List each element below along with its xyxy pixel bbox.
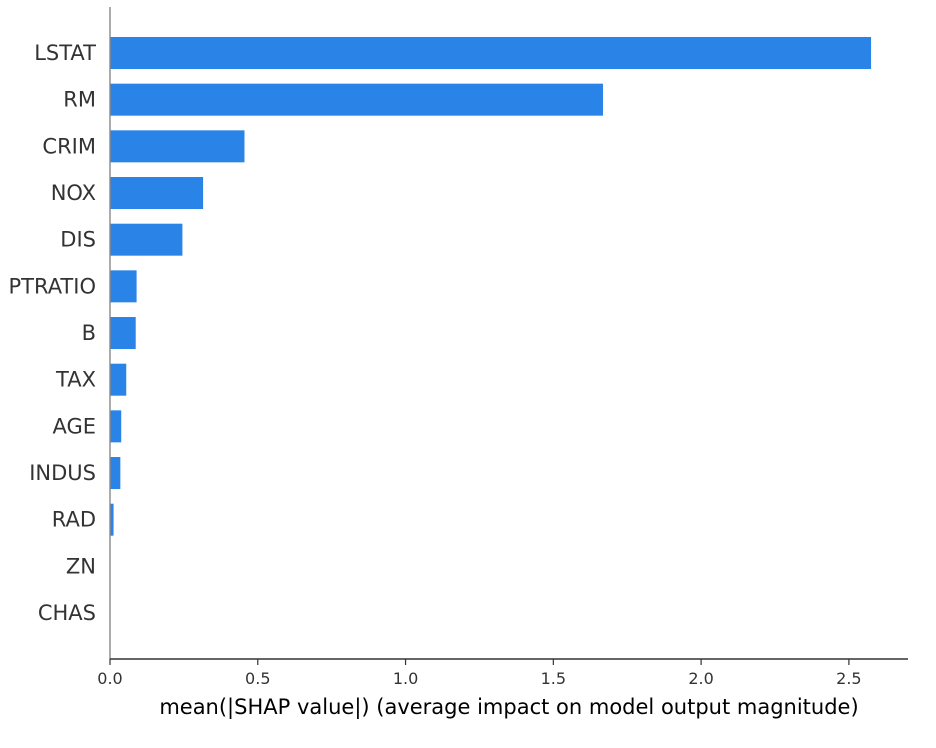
category-label-crim: CRIM [42, 134, 96, 158]
category-label-dis: DIS [60, 228, 96, 252]
bar-lstat [110, 37, 872, 69]
category-label-rad: RAD [52, 508, 96, 532]
bar-crim [110, 130, 245, 163]
bar-rm [110, 83, 603, 116]
bar-ptratio [110, 270, 137, 303]
category-label-zn: ZN [66, 554, 96, 578]
bars-group [110, 37, 872, 536]
x-ticks: 0.0 0.5 1.0 1.5 2.0 2.5 [97, 659, 862, 688]
bar-tax [110, 363, 127, 396]
category-label-rm: RM [63, 88, 96, 112]
category-labels: LSTAT RM CRIM NOX DIS PTRATIO B TAX AGE INDUS RAD Z… [8, 41, 96, 625]
category-label-ptratio: PTRATIO [8, 274, 96, 298]
x-tick-label: 0.0 [97, 669, 122, 688]
x-tick-label: 2.0 [688, 669, 713, 688]
bar-dis [110, 223, 183, 256]
category-label-age: AGE [52, 414, 96, 438]
bar-age [110, 410, 122, 443]
x-tick-label: 2.5 [836, 669, 861, 688]
x-axis-title: mean(|SHAP value|) (average impact on mo… [159, 695, 858, 720]
x-tick-label: 1.5 [541, 669, 566, 688]
category-label-lstat: LSTAT [34, 41, 96, 65]
category-label-nox: NOX [51, 181, 96, 205]
x-tick-label: 1.0 [393, 669, 418, 688]
bar-b [110, 317, 136, 350]
bar-nox [110, 177, 204, 210]
category-label-b: B [82, 321, 96, 345]
category-label-indus: INDUS [29, 461, 96, 485]
category-label-chas: CHAS [38, 601, 96, 625]
x-tick-label: 0.5 [245, 669, 270, 688]
category-label-tax: TAX [55, 368, 96, 392]
bar-rad [110, 503, 114, 536]
bar-indus [110, 457, 121, 490]
